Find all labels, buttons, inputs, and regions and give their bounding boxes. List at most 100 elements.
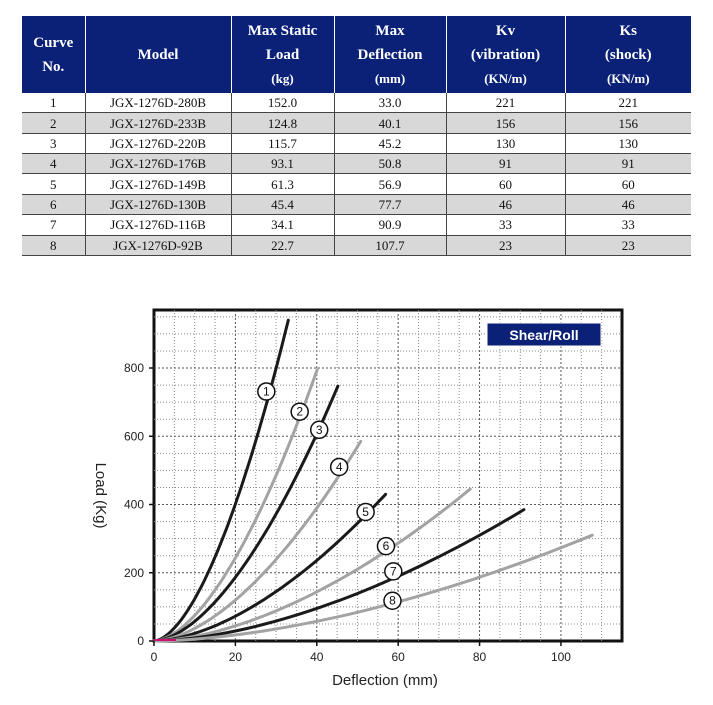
table-row: 6 JGX-1276D-130B 45.4 77.7 46 46: [22, 194, 691, 216]
curve-no-cell: 4: [22, 153, 86, 175]
max-static-load-header: Max Static Load (kg): [231, 16, 335, 93]
max-deflection-cell: 90.9: [334, 214, 447, 236]
ks-cell: 221: [565, 93, 691, 114]
ks-header: Ks (shock) (KN/m): [565, 16, 691, 93]
table-row: 4 JGX-1276D-176B 93.1 50.8 91 91: [22, 153, 691, 175]
max-deflection-cell: 77.7: [334, 194, 447, 216]
table-row: 8 JGX-1276D-92B 22.7 107.7 23 23: [22, 235, 691, 257]
max-load-cell: 34.1: [231, 214, 335, 236]
curve-marker-3: [309, 420, 329, 440]
header-line: No.: [42, 58, 65, 75]
max-load-cell: 115.7: [231, 133, 335, 155]
header-line: Max: [375, 22, 405, 39]
header-line: (KN/m): [484, 70, 527, 86]
ks-cell: 156: [565, 112, 691, 134]
curve-marker-label: 3: [316, 423, 323, 437]
curve-no-cell: 8: [22, 235, 86, 257]
ks-cell: 23: [565, 235, 691, 257]
x-tick-label: 20: [229, 650, 243, 664]
table-row: 3 JGX-1276D-220B 115.7 45.2 130 130: [22, 133, 691, 155]
curve-6: [152, 487, 472, 643]
plot-frame: [152, 308, 624, 643]
curve-4: [152, 439, 363, 643]
y-tick-label: 200: [124, 566, 144, 580]
table-row: 1 JGX-1276D-280B 152.0 33.0 221 221: [22, 93, 691, 114]
curve-7: [152, 508, 526, 643]
kv-cell: 23: [446, 235, 566, 257]
curve-5: [152, 492, 388, 643]
curve-2: [152, 368, 319, 643]
kv-cell: 130: [446, 133, 566, 155]
header-line: Model: [137, 46, 179, 63]
curve-marker-label: 5: [362, 505, 369, 519]
ks-cell: 130: [565, 133, 691, 155]
curve-8: [152, 533, 594, 643]
curve-marker-8: [383, 591, 402, 610]
curve-marker-4: [329, 457, 349, 477]
header-line: Curve: [33, 34, 74, 51]
table-body: 1 JGX-1276D-280B 152.0 33.0 221 221 2 JGX-1276D…: [22, 93, 691, 257]
curve-marker-label: 2: [296, 405, 303, 419]
curve-marker-6: [376, 536, 396, 556]
model-cell: JGX-1276D-92B: [85, 235, 232, 257]
y-axis-title: Load (Kg): [92, 463, 109, 529]
max-load-cell: 93.1: [231, 153, 335, 175]
x-tick-label: 100: [551, 650, 571, 664]
curve-marker-5: [356, 502, 375, 522]
max-load-cell: 61.3: [231, 173, 335, 195]
x-tick-label: 80: [473, 650, 487, 664]
chart-title-badge: [486, 322, 602, 347]
table-row: 7 JGX-1276D-116B 34.1 90.9 33 33: [22, 214, 691, 236]
kv-cell: 91: [446, 153, 566, 175]
model-cell: JGX-1276D-116B: [85, 214, 232, 236]
y-tick-label: 0: [137, 634, 144, 648]
curve-1: [152, 318, 290, 643]
kv-header: Kv (vibration) (KN/m): [446, 16, 566, 93]
max-load-cell: 124.8: [231, 112, 335, 134]
kv-cell: 60: [446, 173, 566, 195]
model-cell: JGX-1276D-149B: [85, 173, 232, 195]
header-line: (mm): [374, 70, 406, 86]
kv-cell: 221: [446, 93, 566, 114]
model-cell: JGX-1276D-130B: [85, 194, 232, 216]
curve-marker-label: 7: [390, 564, 397, 578]
curve-no-cell: 5: [22, 173, 86, 195]
model-cell: JGX-1276D-233B: [85, 112, 232, 134]
ks-cell: 91: [565, 153, 691, 175]
max-deflection-cell: 40.1: [334, 112, 447, 134]
curve-marker-label: 1: [263, 385, 270, 399]
kv-cell: 46: [446, 194, 566, 216]
chart-title: Shear/Roll: [509, 327, 578, 343]
x-axis-title: Deflection (mm): [332, 672, 438, 689]
header-line: (kg): [271, 70, 294, 86]
max-deflection-cell: 50.8: [334, 153, 447, 175]
curve-3: [152, 384, 340, 643]
model-cell: JGX-1276D-280B: [85, 93, 232, 114]
curve-no-cell: 6: [22, 194, 86, 216]
header-line: (KN/m): [606, 70, 650, 86]
kv-cell: 33: [446, 214, 566, 236]
curve-marker-2: [290, 402, 309, 421]
model-header: Model: [85, 16, 232, 93]
curve-marker-7: [384, 562, 403, 581]
curve-no-cell: 3: [22, 133, 86, 155]
max-deflection-cell: 45.2: [334, 133, 447, 155]
y-tick-label: 600: [124, 429, 144, 443]
max-deflection-cell: 107.7: [334, 235, 447, 257]
max-deflection-cell: 56.9: [334, 173, 447, 195]
max-load-cell: 152.0: [231, 93, 335, 114]
header-line: (vibration): [470, 46, 541, 63]
curve-no-header: Curve No.: [22, 16, 86, 93]
curve-marker-label: 8: [389, 594, 396, 608]
y-tick-label: 800: [124, 361, 144, 375]
model-cell: JGX-1276D-220B: [85, 133, 232, 155]
spec-table: Curve No. Model Max Static Load (kg) Max Deflec…: [22, 16, 691, 257]
header-line: Kv: [495, 22, 516, 39]
curve-no-cell: 2: [22, 112, 86, 134]
x-tick-label: 0: [151, 650, 158, 664]
curve-marker-label: 4: [336, 460, 343, 474]
y-tick-label: 400: [124, 498, 144, 512]
header-line: Deflection: [357, 46, 423, 63]
ks-cell: 33: [565, 214, 691, 236]
